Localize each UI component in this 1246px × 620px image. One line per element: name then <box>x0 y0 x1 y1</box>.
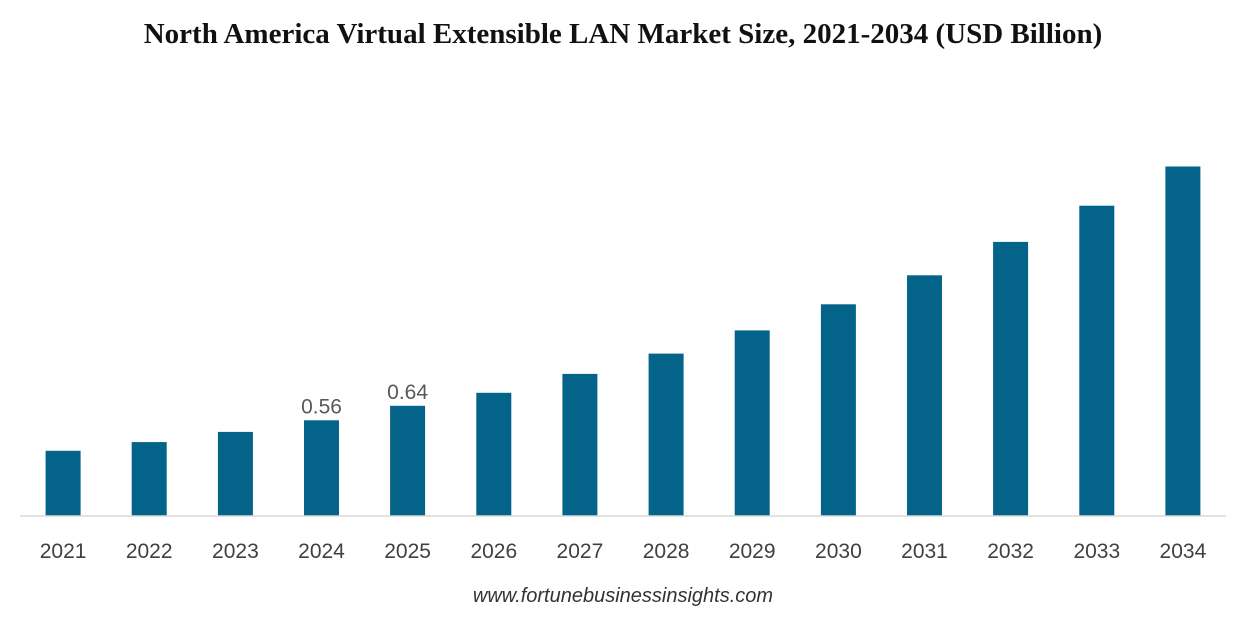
bar-2025 <box>390 405 426 516</box>
x-tick-2025: 2025 <box>384 540 431 563</box>
chart-title: North America Virtual Extensible LAN Mar… <box>143 18 1103 50</box>
bars-group <box>45 166 1201 517</box>
x-tick-2024: 2024 <box>298 540 345 563</box>
bar-chart: 2021 2022 2023 2024 2025 2026 2027 2028 2029 2030… <box>20 166 1226 563</box>
x-tick-2030: 2030 <box>815 540 862 563</box>
x-tick-2032: 2032 <box>987 540 1034 563</box>
bar-2029 <box>734 330 770 516</box>
x-tick-2027: 2027 <box>557 540 604 563</box>
bar-2026 <box>476 392 512 517</box>
x-tick-2026: 2026 <box>470 540 517 563</box>
x-tick-2021: 2021 <box>40 540 87 563</box>
bar-2021 <box>45 450 81 517</box>
bar-2033 <box>1079 205 1115 516</box>
x-tick-2029: 2029 <box>729 540 776 563</box>
bar-2028 <box>648 353 684 516</box>
x-tick-2028: 2028 <box>643 540 690 563</box>
source-url: www.fortunebusinessinsights.com <box>472 585 774 607</box>
x-tick-2033: 2033 <box>1073 540 1120 563</box>
bar-2023 <box>217 431 253 516</box>
x-tick-2023: 2023 <box>212 540 259 563</box>
x-tick-labels: 2021 2022 2023 2024 2025 2026 2027 2028 2029 2030… <box>40 540 1207 563</box>
data-labels: 0.56 0.64 <box>301 381 428 419</box>
bar-2027 <box>562 373 598 516</box>
x-tick-2022: 2022 <box>126 540 173 563</box>
bar-2022 <box>131 442 167 517</box>
bar-2032 <box>993 241 1029 516</box>
data-label-2025: 0.64 <box>387 381 428 404</box>
bar-2031 <box>907 275 942 516</box>
data-label-2024: 0.56 <box>301 395 342 418</box>
x-tick-2034: 2034 <box>1160 540 1207 563</box>
bar-2030 <box>820 304 856 516</box>
bar-2024 <box>304 420 339 516</box>
bar-2034 <box>1165 166 1201 516</box>
x-tick-2031: 2031 <box>901 540 948 563</box>
